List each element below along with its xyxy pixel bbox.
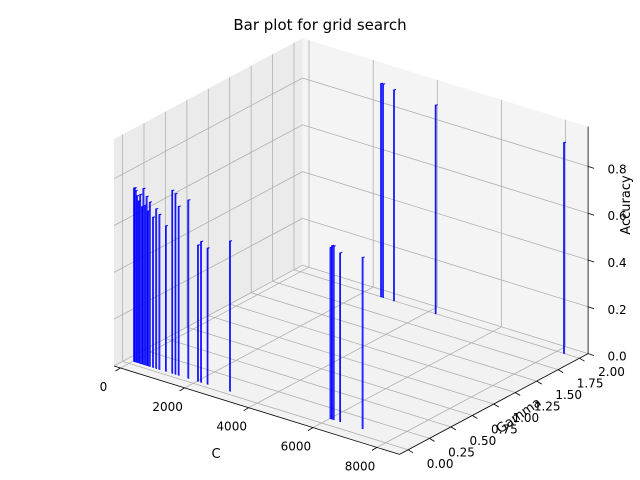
tick-mark: [587, 212, 595, 216]
grid-line-z: [302, 124, 589, 214]
y-tick-label: 1.50: [555, 388, 582, 402]
y-tick-label: 0.50: [470, 434, 497, 448]
y-tick-label: 0.00: [427, 457, 454, 471]
tick-mark: [407, 449, 414, 454]
tick-mark: [536, 380, 542, 385]
back-pane: [302, 38, 589, 354]
tick-mark: [429, 438, 435, 442]
tick-mark: [493, 403, 500, 408]
bar: [142, 187, 146, 365]
y-tick-label: 1.75: [577, 377, 604, 391]
bar: [332, 245, 336, 421]
x-axis-label: C: [211, 447, 220, 462]
tick-mark: [587, 259, 595, 263]
z-tick-label: 0.2: [608, 303, 627, 317]
tick-mark: [450, 426, 457, 431]
bar: [145, 195, 149, 366]
bar: [196, 244, 201, 382]
tick-mark: [587, 353, 595, 356]
bar: [331, 244, 335, 420]
bar: [361, 256, 365, 430]
z-tick-label: 0.6: [608, 209, 627, 223]
tick-mark: [243, 407, 249, 412]
bar: [171, 189, 175, 374]
y-tick-label: 0.75: [491, 423, 518, 437]
grid-line-y: [229, 303, 516, 393]
tick-mark: [307, 427, 314, 431]
y-tick-label: 2.00: [598, 365, 625, 379]
bar: [339, 252, 343, 423]
tick-mark: [587, 306, 595, 310]
grid-line-z: [302, 171, 589, 261]
bar: [563, 141, 567, 355]
bar: [152, 216, 156, 368]
tick-mark: [371, 447, 378, 451]
z-tick-label: 0.8: [608, 162, 627, 176]
x-axis-line: [113, 365, 400, 455]
grid-line-z: [113, 77, 303, 180]
grid-line-y: [165, 338, 452, 428]
x-tick-label: 6000: [281, 440, 312, 454]
bar: [380, 82, 384, 298]
grid-line-z: [302, 218, 589, 308]
z-tick-label: 0.0: [608, 350, 627, 364]
grid-line-y: [143, 349, 430, 439]
tick-mark: [115, 367, 121, 372]
bar: [148, 201, 153, 367]
bar: [206, 247, 210, 385]
grid-lines: [113, 40, 589, 451]
grid-line-z: [302, 264, 589, 354]
bar: [382, 83, 386, 299]
bar: [229, 240, 233, 392]
bar: [139, 193, 143, 364]
z-tick-label: 0.4: [608, 256, 627, 270]
bar-series: [133, 82, 567, 430]
bar: [177, 205, 181, 376]
bar: [434, 104, 438, 315]
bar: [164, 225, 169, 372]
y-tick-label: 0.25: [448, 445, 475, 459]
bar: [200, 240, 204, 383]
grid-line-y: [293, 269, 580, 359]
bar: [134, 189, 138, 363]
grid-line-z: [302, 77, 589, 167]
x-tick-label: 0: [100, 380, 108, 394]
tick-mark: [557, 369, 564, 373]
grid-line-y: [208, 315, 494, 405]
bar: [393, 89, 397, 302]
grid-line-y: [272, 280, 559, 370]
tick-mark: [587, 166, 595, 169]
tick-mark: [579, 357, 585, 362]
grid-line-y: [251, 292, 537, 382]
tick-mark: [472, 415, 478, 419]
bar: [174, 192, 178, 375]
tick-mark: [179, 387, 185, 392]
chart-title: Bar plot for grid search: [233, 16, 406, 34]
tick-mark: [514, 392, 521, 396]
z-axis-label: Accuracy: [619, 175, 634, 235]
x-tick-label: 8000: [345, 459, 376, 473]
bar: [187, 199, 191, 379]
bar: [155, 208, 159, 369]
y-tick-label: 1.00: [512, 411, 539, 425]
grid-line-y: [122, 361, 409, 451]
bar: [158, 213, 162, 370]
bar: [136, 195, 140, 363]
x-tick-label: 4000: [216, 420, 247, 434]
x-tick-label: 2000: [152, 400, 183, 414]
y-tick-label: 1.25: [534, 400, 561, 414]
tick-labels: 0 2000 4000 6000 8000 0.000.250.500.751.001.2…: [100, 162, 627, 473]
